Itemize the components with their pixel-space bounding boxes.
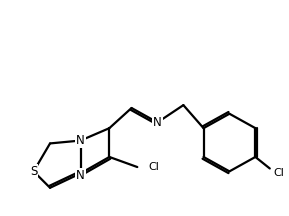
Text: N: N (76, 134, 85, 147)
Text: Cl: Cl (273, 168, 284, 178)
Text: Cl: Cl (148, 162, 159, 172)
Text: S: S (30, 165, 37, 178)
Text: N: N (76, 169, 85, 182)
Text: N: N (153, 116, 162, 129)
